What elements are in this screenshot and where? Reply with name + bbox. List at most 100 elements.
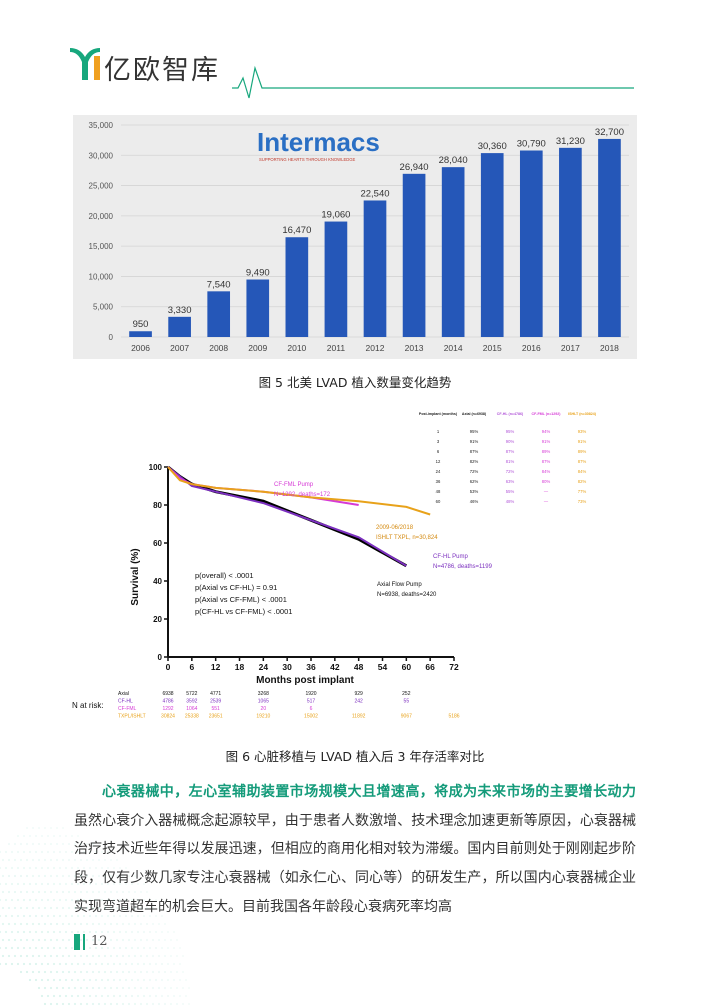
y-tick-label: 25,000: [89, 182, 114, 191]
x-tick-label: 18: [235, 662, 245, 672]
bar: [285, 237, 309, 337]
x-tick-label: 2012: [366, 343, 385, 353]
table-cell: 62%: [470, 479, 479, 484]
at-risk-cell: 929: [354, 691, 363, 697]
table-cell: 87%: [506, 449, 515, 454]
table-cell: 87%: [470, 449, 479, 454]
x-tick-label: 42: [330, 662, 340, 672]
bar: [598, 138, 621, 337]
ishlt-label: ISHLT TXPL, n=30,824: [376, 535, 438, 541]
bar-value-label: 3,330: [168, 305, 192, 316]
cfhl-n: N=4786, deaths=1199: [433, 564, 493, 570]
bar-value-label: 7,540: [207, 279, 231, 290]
page-marker-thin: [83, 934, 85, 950]
cfhl-label: CF-HL Pump: [433, 554, 468, 560]
table-cell: 95%: [506, 429, 515, 434]
at-risk-row-name: Axial: [118, 691, 129, 697]
body-paragraph: 心衰器械中，左心室辅助装置市场规模大且增速高，将成为未来市场的主要增长动力 虽然…: [74, 778, 636, 922]
figure6-caption: 图 6 心脏移植与 LVAD 植入后 3 年存活率对比: [225, 749, 485, 764]
at-risk-cell: 6938: [162, 691, 173, 697]
table-cell: 93%: [578, 429, 587, 434]
y-tick-label: 35,000: [89, 121, 114, 130]
at-risk-cell: 5186: [448, 714, 459, 720]
at-risk-cell: 19210: [256, 714, 270, 720]
table-cell: 91%: [470, 439, 479, 444]
y-tick-label: 5,000: [93, 303, 114, 312]
at-risk-cell: 25338: [185, 714, 199, 720]
table-cell: 84%: [578, 469, 587, 474]
x-tick-label: 30: [282, 662, 292, 672]
table-cell: 55%: [506, 489, 515, 494]
table-cell: 77%: [578, 489, 587, 494]
x-tick-label: 2014: [444, 343, 463, 353]
bar-value-label: 16,470: [282, 225, 311, 236]
at-risk-cell: 3268: [258, 691, 269, 697]
at-risk-cell: 11892: [352, 714, 366, 720]
y-tick-label: 20: [153, 615, 162, 624]
x-tick-label: 60: [402, 662, 412, 672]
table-header: ISHLT (n=30824): [568, 412, 597, 416]
at-risk-label: N at risk:: [72, 701, 104, 710]
x-tick-label: 2011: [327, 343, 346, 353]
table-cell: 89%: [578, 449, 587, 454]
table-cell: 80%: [542, 479, 551, 484]
table-cell: 46%: [470, 499, 479, 504]
table-cell: 87%: [542, 459, 551, 464]
at-risk-cell: 517: [307, 699, 316, 705]
pval-1: p(overall) < .0001: [195, 571, 254, 580]
table-cell: 73%: [578, 499, 587, 504]
cffml-label: CF-FML Pump: [274, 482, 314, 488]
x-tick-label: 2017: [561, 343, 580, 353]
bar-value-label: 19,060: [321, 210, 350, 221]
bar: [559, 147, 582, 337]
survival-line: [167, 466, 431, 516]
bar-value-label: 28,040: [439, 155, 468, 166]
lvad-bar-chart: 0 5,000 10,000 15,000 20,000 25,000 30,000 35,0…: [73, 115, 637, 359]
x-tick-label: 2018: [600, 343, 619, 353]
decorative-dots: [0, 826, 191, 1006]
table-header: Axial (n=6938): [462, 412, 487, 416]
at-risk-cell: 4771: [210, 691, 221, 697]
table-cell: 53%: [470, 489, 479, 494]
table-cell: 89%: [542, 449, 551, 454]
at-risk-cell: 15002: [304, 714, 318, 720]
y-tick-label: 15,000: [89, 242, 114, 251]
table-cell: —: [544, 499, 549, 504]
x-tick-label: 2015: [483, 343, 502, 353]
bar: [129, 331, 152, 337]
bar-value-label: 32,700: [595, 127, 624, 138]
bar-value-label: 22,540: [360, 188, 389, 199]
survival-xlabel: Months post implant: [256, 675, 354, 686]
table-header: CF-HL (n=4786): [497, 412, 524, 416]
bar: [207, 291, 231, 337]
x-tick-label: 0: [166, 662, 171, 672]
at-risk-cell: 1065: [258, 699, 269, 705]
x-tick-label: 2016: [522, 343, 541, 353]
table-cell: 84%: [542, 469, 551, 474]
table-cell: 48: [436, 489, 441, 494]
pval-3: p(Axial vs CF-FML) < .0001: [195, 595, 287, 604]
table-cell: 3: [437, 439, 440, 444]
table-cell: 36: [436, 479, 441, 484]
x-tick-label: 24: [259, 662, 269, 672]
survival-line: [167, 466, 407, 567]
y-tick-label: 80: [153, 501, 162, 510]
table-header: Post-implant (months): [419, 412, 458, 416]
survival-ylabel: Survival (%): [130, 548, 141, 605]
table-cell: 82%: [578, 479, 587, 484]
table-cell: 63%: [506, 479, 515, 484]
table-header: CF-FML (n=1292): [532, 412, 562, 416]
page-number: 12: [91, 934, 108, 949]
at-risk-cell: 9067: [401, 714, 412, 720]
x-tick-label: 2008: [209, 343, 228, 353]
y-tick-label: 0: [109, 333, 114, 342]
x-tick-label: 12: [211, 662, 221, 672]
table-cell: 24: [436, 469, 441, 474]
at-risk-cell: 20: [261, 706, 267, 712]
axial-label: Axial Flow Pump: [377, 582, 422, 588]
table-cell: 95%: [470, 429, 479, 434]
bar: [168, 316, 191, 337]
at-risk-cell: 55: [404, 699, 410, 705]
table-cell: 94%: [542, 429, 551, 434]
